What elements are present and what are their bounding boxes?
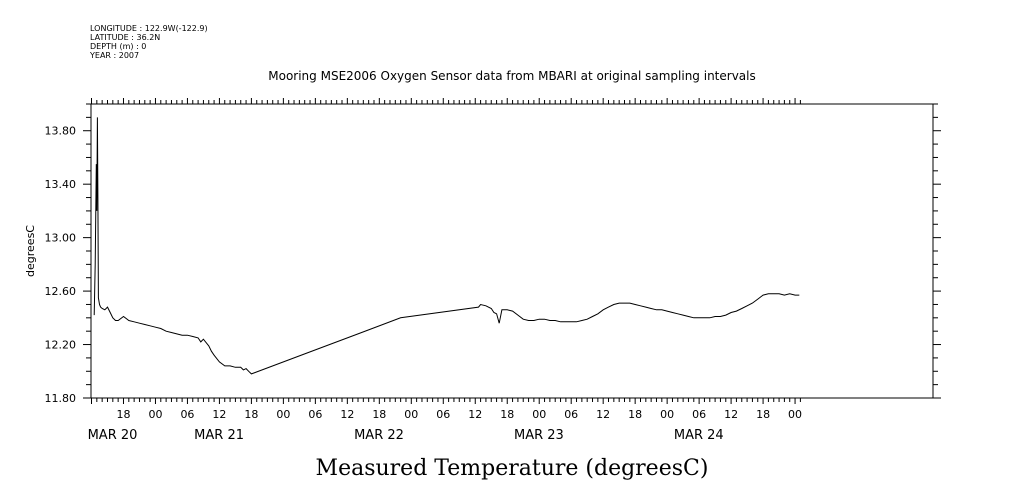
minor-ticks xyxy=(91,98,801,404)
x-tick-label: 12 xyxy=(340,408,354,421)
chart-title: Mooring MSE2006 Oxygen Sensor data from … xyxy=(268,69,756,83)
plot-frame xyxy=(90,103,934,399)
x-axis: 18 00 06 12 18 00 06 12 18 00 06 12 18 00 06 12 18 00 06 12… xyxy=(88,408,802,443)
y-axis-label: degreesC xyxy=(24,225,37,277)
depth-label: DEPTH (m) : 0 xyxy=(90,42,146,51)
y-tick-label: 13.80 xyxy=(45,125,77,138)
x-tick-label: 06 xyxy=(180,408,194,421)
x-date-label: MAR 24 xyxy=(674,428,724,443)
x-tick-label: 12 xyxy=(468,408,482,421)
x-tick-label: 12 xyxy=(212,408,226,421)
y-tick-label: 12.60 xyxy=(45,285,77,298)
x-tick-label: 18 xyxy=(244,408,258,421)
x-tick-label: 06 xyxy=(692,408,706,421)
y-tick-label: 13.00 xyxy=(45,232,77,245)
y-axis: 11.80 12.20 12.60 13.00 13.40 13.80 xyxy=(45,103,941,405)
x-date-label: MAR 22 xyxy=(354,428,404,443)
x-tick-label: 00 xyxy=(660,408,674,421)
x-axis-label: Measured Temperature (degreesC) xyxy=(316,456,709,481)
x-tick-label: 18 xyxy=(372,408,386,421)
longitude-label: LONGITUDE : 122.9W(-122.9) xyxy=(90,24,208,33)
x-tick-label: 18 xyxy=(756,408,770,421)
y-tick-label: 11.80 xyxy=(45,392,77,405)
x-tick-label: 00 xyxy=(276,408,290,421)
x-tick-label: 06 xyxy=(564,408,578,421)
x-tick-label: 00 xyxy=(788,408,802,421)
x-tick-label: 00 xyxy=(404,408,418,421)
x-date-label: MAR 21 xyxy=(194,428,244,443)
x-tick-label: 18 xyxy=(628,408,642,421)
y-tick-label: 12.20 xyxy=(45,339,77,352)
x-tick-label: 18 xyxy=(500,408,514,421)
x-date-label: MAR 20 xyxy=(88,428,138,443)
x-tick-label: 06 xyxy=(308,408,322,421)
x-tick-label: 06 xyxy=(436,408,450,421)
latitude-label: LATITUDE : 36.2N xyxy=(90,33,160,42)
x-tick-label: 00 xyxy=(532,408,546,421)
y-tick-label: 13.40 xyxy=(45,178,77,191)
x-tick-label: 12 xyxy=(596,408,610,421)
series-line-temperature xyxy=(93,117,800,375)
x-tick-label: 18 xyxy=(116,408,130,421)
year-label: YEAR : 2007 xyxy=(89,51,139,60)
x-tick-label: 12 xyxy=(724,408,738,421)
x-tick-label: 00 xyxy=(148,408,162,421)
x-date-label: MAR 23 xyxy=(514,428,564,443)
